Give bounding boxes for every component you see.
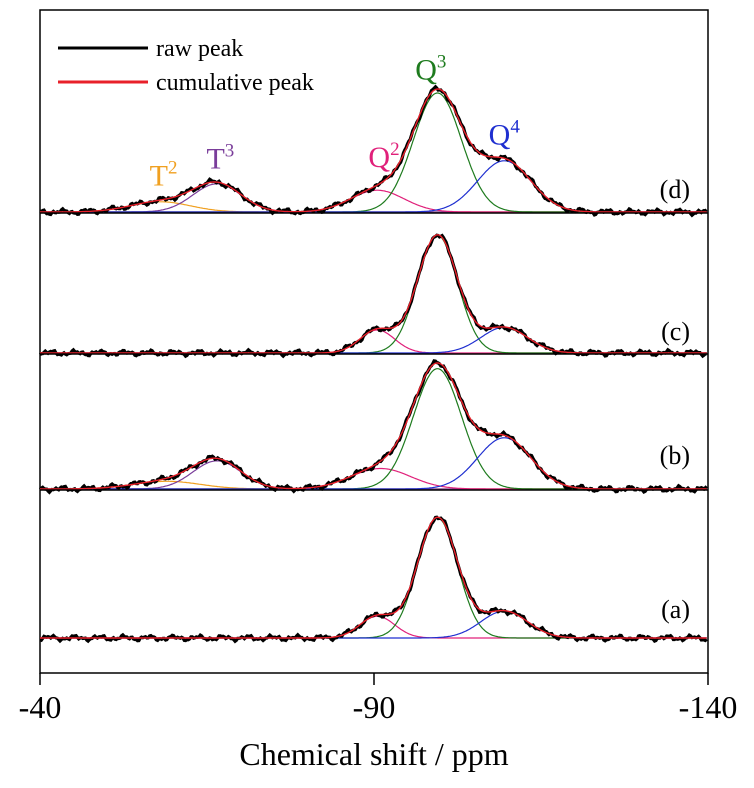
cumulative-peak-line	[40, 234, 707, 354]
panel-label: (a)	[661, 595, 690, 624]
raw-peak-line	[39, 515, 708, 644]
annotation-q4: Q4	[489, 116, 521, 151]
annotation-q3: Q3	[415, 51, 446, 86]
panel-label: (c)	[661, 317, 690, 346]
panel-c: (c)	[38, 212, 708, 359]
x-tick-label: -40	[19, 689, 62, 725]
component-q2	[40, 329, 707, 354]
legend-label-raw: raw peak	[156, 36, 243, 62]
component-q3	[40, 517, 707, 639]
x-axis: -40 -90 -140	[19, 673, 738, 725]
panel-label: (b)	[660, 441, 690, 470]
legend-label-cumulative: cumulative peak	[156, 70, 314, 96]
component-q3	[40, 368, 707, 490]
panel-label: (d)	[660, 175, 690, 204]
annotation-t3: T3	[206, 141, 234, 176]
x-tick-label: -90	[353, 689, 396, 725]
cumulative-peak-line	[40, 88, 707, 213]
component-q2	[40, 615, 707, 639]
cumulative-peak-line	[40, 362, 707, 490]
x-axis-label: Chemical shift / ppm	[239, 736, 508, 772]
component-q4	[40, 326, 707, 354]
panel-b: (b)	[38, 353, 708, 495]
legend: raw peak cumulative peak	[58, 36, 314, 96]
raw-peak-line	[38, 233, 707, 359]
raw-peak-line	[38, 359, 708, 495]
cumulative-peak-line	[40, 516, 707, 639]
annotation-t2: T2	[150, 157, 178, 192]
component-q3	[40, 234, 707, 354]
plot-frame	[39, 9, 709, 674]
panel-a: (a)	[39, 489, 708, 644]
x-tick-label: -140	[679, 689, 738, 725]
